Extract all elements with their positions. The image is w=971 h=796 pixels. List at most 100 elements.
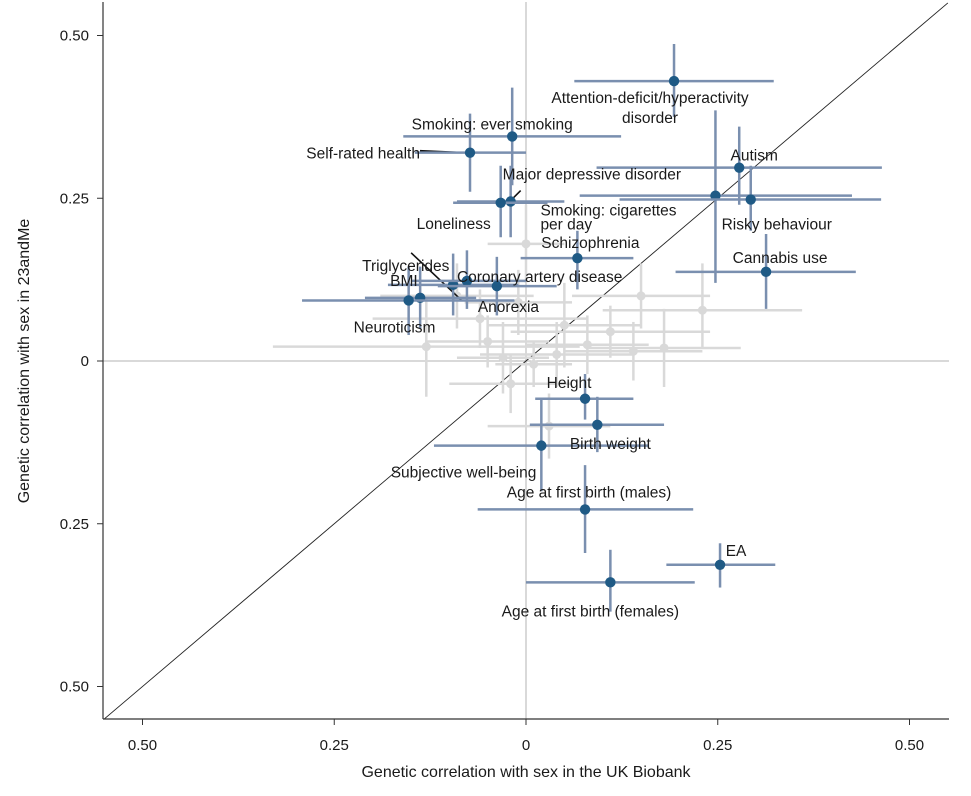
point-label-line: Attention-deficit/hyperactivity: [551, 90, 749, 107]
data-point-group: [619, 165, 882, 231]
background-point: [659, 343, 669, 353]
point-label-line: disorder: [622, 110, 678, 127]
data-point-group: [526, 549, 695, 612]
y-tick-label: 0.50: [60, 679, 89, 696]
y-tick-label: 0: [81, 353, 89, 370]
data-point-group: [414, 113, 526, 192]
data-point: [505, 196, 516, 207]
data-point-group: [437, 256, 557, 316]
point-label-line: Self-rated health: [306, 146, 420, 163]
point-label: Schizophrenia: [541, 235, 640, 252]
point-label: Neuroticism: [354, 319, 436, 336]
data-point-group: [520, 230, 634, 290]
point-label: Self-rated health: [306, 146, 420, 163]
point-label: EA: [726, 543, 747, 560]
data-point: [745, 194, 756, 205]
point-label: Smoking: ever smoking: [412, 116, 573, 133]
data-point: [461, 275, 473, 287]
point-label: Loneliness: [417, 216, 491, 233]
background-point: [605, 327, 615, 337]
background-point: [544, 421, 554, 431]
point-label-line: Age at first birth (males): [507, 484, 672, 501]
point-label-line: Anorexia: [478, 299, 540, 316]
point-label: Age at first birth (females): [502, 603, 679, 620]
point-label: Subjective well-being: [391, 465, 537, 482]
data-point: [579, 393, 591, 404]
point-label-line: Coronary artery disease: [457, 269, 622, 286]
data-point-group: [410, 250, 526, 309]
background-point-group: [495, 341, 573, 388]
background-point: [506, 379, 516, 389]
data-point: [536, 440, 547, 451]
data-point: [403, 295, 414, 306]
point-label-line: Risky behaviour: [722, 217, 832, 234]
point-label: Age at first birth (males): [507, 484, 672, 501]
point-label-line: Schizophrenia: [541, 235, 640, 252]
point-label: Birth weight: [570, 436, 652, 453]
identity-line: [103, 2, 949, 719]
point-label-line: Autism: [731, 148, 778, 165]
data-point-group: [302, 266, 515, 335]
point-label-line: EA: [726, 543, 747, 560]
background-point: [513, 297, 523, 307]
point-label: Attention-deficit/hyperactivity disorder: [551, 90, 749, 127]
background-point: [529, 359, 539, 369]
background-point: [421, 342, 431, 352]
point-label-line: Smoking: ever smoking: [412, 116, 573, 133]
data-point: [447, 279, 459, 291]
background-point: [483, 336, 493, 346]
y-tick-label: 0.25: [60, 190, 89, 207]
data-point: [714, 559, 726, 570]
point-label-line: Loneliness: [417, 216, 491, 233]
point-label-line: Smoking: cigarettes: [540, 203, 676, 220]
data-point: [572, 252, 583, 264]
background-point-group: [487, 282, 642, 368]
point-label: Risky behaviour: [722, 217, 832, 234]
point-label-line: BMI: [390, 273, 418, 290]
point-label: Autism: [731, 148, 778, 165]
data-point: [491, 280, 503, 292]
background-point: [475, 314, 485, 324]
data-point-group: [403, 87, 622, 186]
background-point: [697, 305, 707, 315]
x-tick-label: 0.25: [703, 737, 732, 754]
point-label-line: per day: [540, 217, 592, 234]
data-point: [506, 131, 518, 142]
point-label: Triglycerides: [362, 258, 450, 275]
point-label: Major depressive disorder: [503, 167, 681, 184]
point-label-line: Height: [547, 375, 592, 392]
background-point-group: [426, 315, 550, 368]
point-label: Smoking: cigarettes per day: [540, 203, 676, 234]
leader-line: [513, 189, 522, 199]
data-point: [734, 162, 745, 173]
x-tick-label: 0.50: [128, 737, 157, 754]
labeled-points: [302, 43, 882, 612]
data-point-group: [675, 234, 856, 309]
point-label-line: Neuroticism: [354, 319, 436, 336]
data-point-group: [666, 543, 776, 588]
background-point-group: [487, 204, 565, 283]
data-point: [579, 504, 591, 515]
data-point: [592, 419, 603, 430]
background-point-group: [602, 263, 803, 348]
background-point-group: [510, 305, 711, 358]
x-axis-title: Genetic correlation with sex in the UK B…: [361, 764, 691, 781]
data-point-group: [529, 396, 665, 453]
data-point: [760, 266, 772, 278]
data-point-group: [433, 400, 649, 492]
data-point: [710, 190, 721, 201]
y-tick-label: 0.50: [60, 28, 89, 45]
data-point-group: [477, 465, 694, 554]
data-point-group: [579, 110, 852, 283]
point-label-line: Triglycerides: [362, 258, 450, 275]
point-label: BMI: [390, 273, 418, 290]
point-label: Coronary artery disease: [457, 269, 622, 286]
data-point-group: [574, 43, 774, 117]
data-point-group: [596, 126, 882, 205]
background-point-group: [587, 308, 741, 388]
background-point: [559, 320, 569, 330]
point-label: Anorexia: [478, 299, 540, 316]
x-tick-label: 0: [522, 737, 530, 754]
data-point: [668, 75, 680, 87]
